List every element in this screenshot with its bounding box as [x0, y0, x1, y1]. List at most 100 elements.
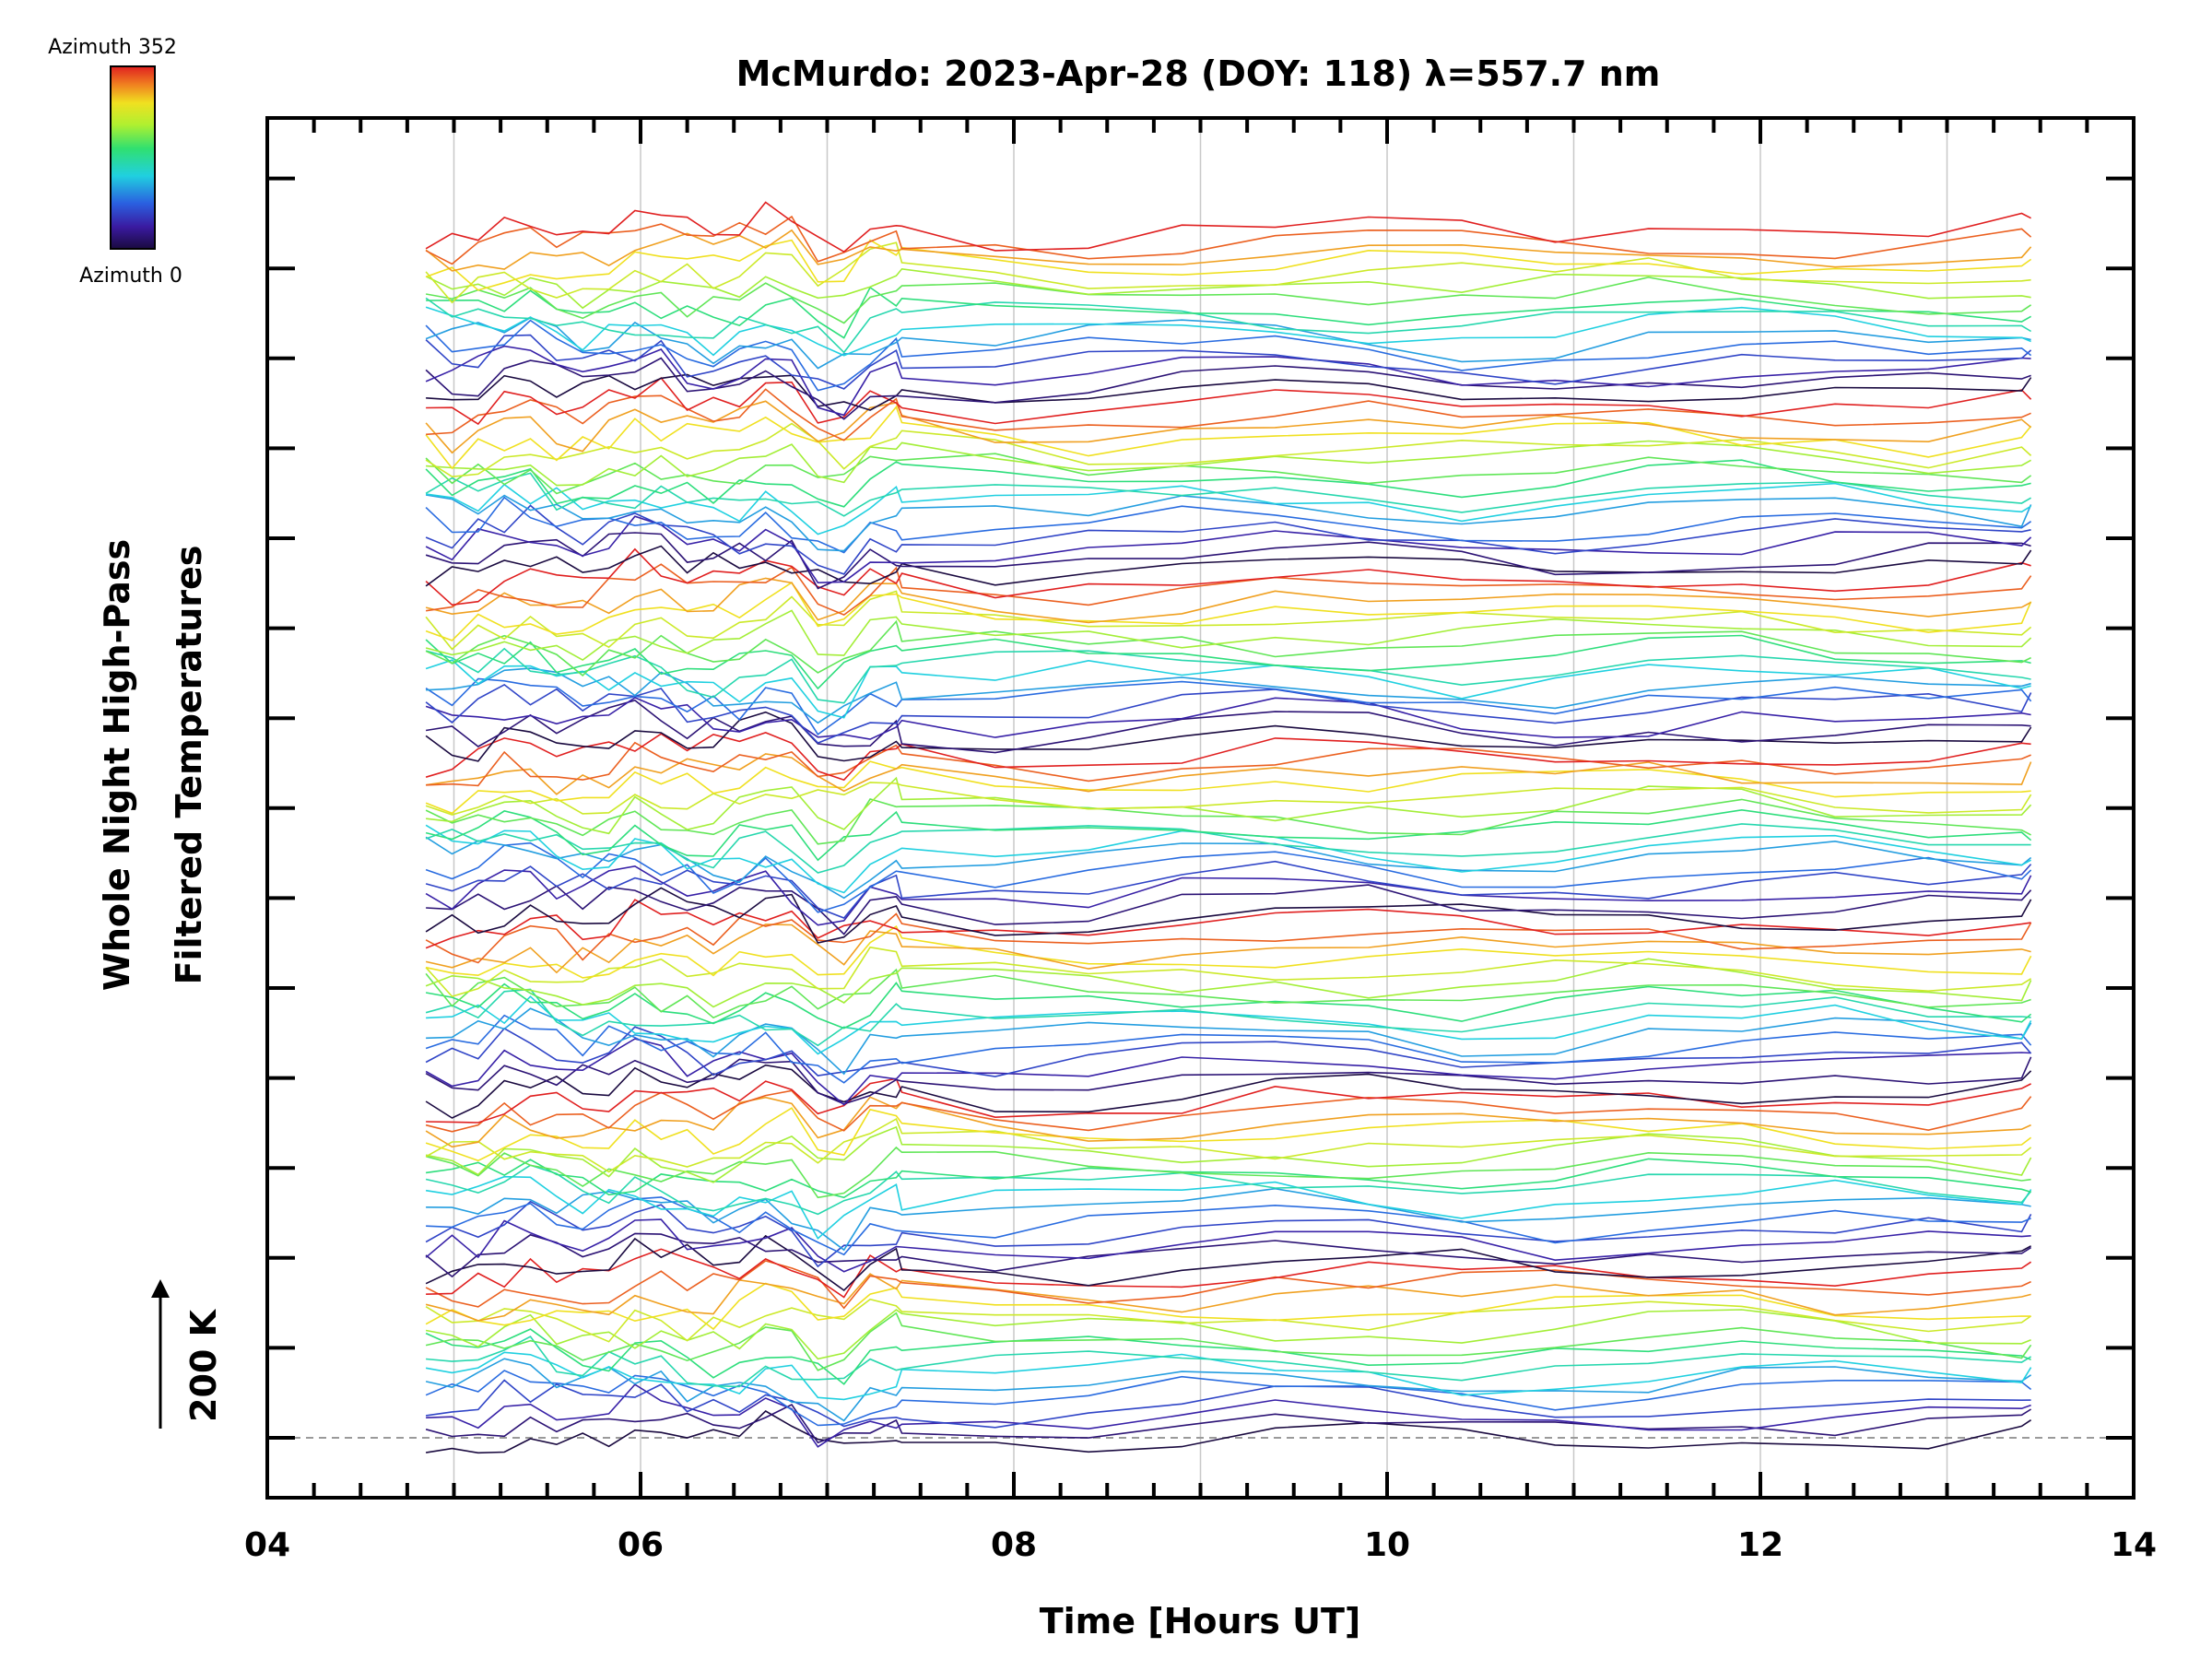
trace-line — [425, 782, 2032, 816]
trace-line — [425, 696, 2031, 740]
trace-line — [425, 797, 2031, 845]
trace-line — [425, 494, 2032, 552]
trace-line — [425, 453, 2032, 495]
trace-line — [425, 1164, 2032, 1216]
trace-line — [425, 634, 2031, 690]
x-axis-label: Time [Hours UT] — [1040, 1601, 1361, 1641]
trace-line — [425, 459, 2031, 508]
trace-line — [425, 824, 2031, 894]
trace-line — [425, 334, 2032, 390]
trace-line — [425, 1379, 2031, 1429]
trace-line — [425, 968, 2031, 1019]
trace-line — [425, 808, 2032, 862]
trace-line — [425, 647, 2031, 704]
trace-line — [425, 912, 2032, 964]
trace-line — [425, 496, 2032, 554]
x-tick-label: 12 — [1737, 1526, 1783, 1564]
trace-line — [425, 515, 2032, 584]
trace-line — [426, 286, 2031, 339]
trace-line — [425, 677, 2032, 735]
trace-line — [426, 1335, 2032, 1388]
y-axis-label-line1: Whole Night High-Pass — [97, 539, 137, 991]
trace-line — [425, 472, 2031, 517]
trace-line — [426, 373, 2032, 411]
traces — [425, 201, 2032, 1454]
trace-line — [425, 958, 2032, 1008]
trace-line — [425, 482, 2032, 535]
trace-line — [426, 1383, 2031, 1448]
trace-line — [425, 1089, 2032, 1133]
trace-line — [425, 590, 2032, 651]
colorbar-top-label: Azimuth 352 — [48, 36, 177, 59]
x-tick-label: 06 — [618, 1526, 664, 1564]
x-tick-label: 14 — [2111, 1526, 2157, 1564]
trace-line — [425, 400, 2032, 454]
trace-line — [425, 1200, 2032, 1268]
trace-line — [425, 760, 2031, 815]
trace-line — [426, 667, 2031, 724]
trace-line — [425, 1260, 2031, 1310]
trace-line — [426, 1007, 2032, 1076]
trace-line — [425, 841, 2032, 913]
trace-line — [425, 860, 2032, 919]
trace-line — [425, 753, 2032, 795]
trace-line — [425, 1232, 2032, 1278]
trace-line — [426, 1196, 2031, 1256]
x-tick-label: 10 — [1364, 1526, 1410, 1564]
trace-line — [425, 1026, 2032, 1077]
trace-line — [425, 267, 2031, 310]
trace-line — [425, 732, 2031, 782]
trace-line — [426, 440, 2031, 487]
trace-line — [425, 345, 2031, 417]
trace-line — [425, 1282, 2031, 1331]
axis-ticks — [265, 118, 2136, 1498]
trace-line — [426, 995, 2032, 1055]
trace-line — [425, 1328, 2031, 1385]
trace-line — [425, 1309, 2031, 1360]
trace-line — [425, 887, 2032, 944]
trace-line — [425, 609, 2032, 662]
colorbar-bottom-label: Azimuth 0 — [79, 265, 182, 288]
trace-line — [425, 276, 2032, 324]
trace-line — [425, 229, 2032, 272]
trace-line — [425, 1107, 2032, 1162]
trace-line — [425, 982, 2032, 1030]
trace-line — [425, 1410, 2032, 1454]
trace-line — [425, 836, 2032, 900]
x-tick-label: 08 — [991, 1526, 1037, 1564]
trace-line — [425, 1312, 2032, 1371]
trace-line — [425, 239, 2032, 291]
y-scale-label: 200 K — [183, 1308, 224, 1422]
trace-line — [425, 297, 2032, 354]
trace-line — [425, 924, 2031, 974]
y-axis-label-line2: Filtered Temperatures — [169, 546, 209, 985]
trace-line — [425, 1014, 2032, 1084]
trace-line — [425, 1125, 2032, 1183]
trace-line — [425, 319, 2032, 392]
trace-line — [425, 532, 2031, 590]
x-tick-label: 04 — [244, 1526, 290, 1564]
trace-line — [425, 1117, 2032, 1173]
trace-line — [425, 1064, 2032, 1119]
chart-title: McMurdo: 2023-Apr-28 (DOY: 118) λ=557.7 … — [736, 53, 1661, 94]
trace-line — [425, 306, 2031, 357]
trace-line — [425, 865, 2032, 926]
trace-line — [426, 388, 2031, 441]
trace-line — [425, 1175, 2032, 1240]
trace-line — [426, 1248, 2032, 1299]
trace-line — [425, 577, 2031, 624]
trace-line — [426, 776, 2032, 835]
trace-line — [425, 504, 2031, 575]
trace-line — [426, 884, 2032, 935]
trace-line — [425, 1056, 2032, 1105]
trace-line — [425, 1351, 2032, 1401]
scale-arrow — [151, 1279, 170, 1429]
trace-line — [425, 201, 2031, 253]
trace-line — [425, 1298, 2032, 1343]
trace-line — [425, 1273, 2031, 1322]
trace-line — [425, 241, 2031, 304]
trace-line — [426, 376, 2032, 426]
trace-line — [425, 1358, 2032, 1422]
trace-line — [425, 1218, 2031, 1273]
